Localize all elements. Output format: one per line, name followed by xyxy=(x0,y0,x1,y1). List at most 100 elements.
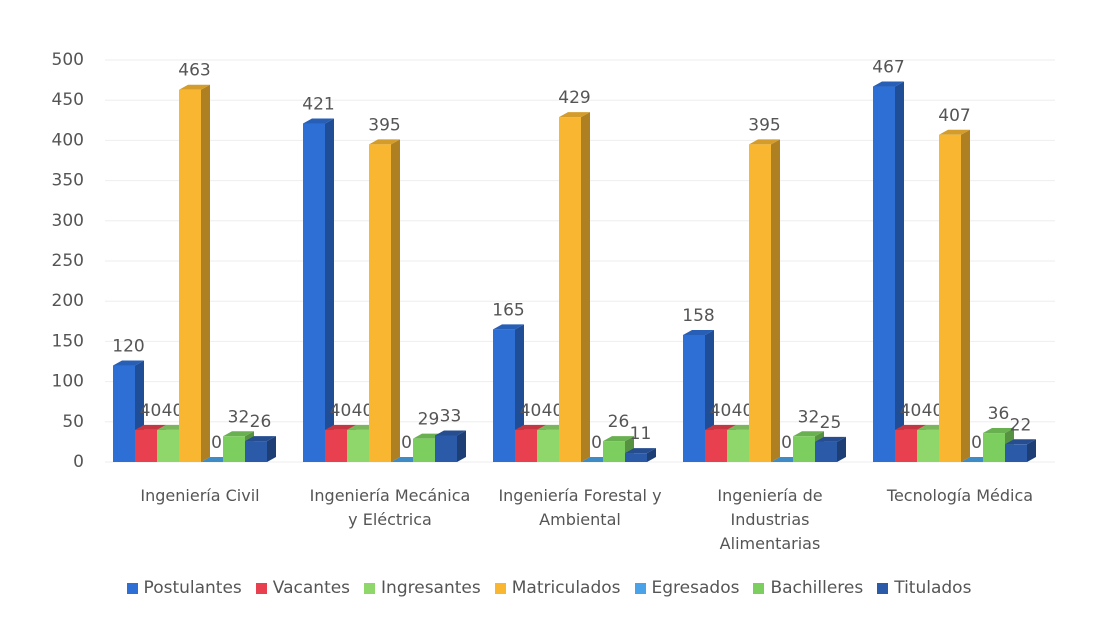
bar xyxy=(603,441,625,462)
bar xyxy=(815,441,837,462)
bar xyxy=(369,144,391,463)
bar-top xyxy=(895,424,926,430)
bar xyxy=(157,429,179,462)
data-label: 11 xyxy=(630,424,652,444)
legend-item: Matriculados xyxy=(494,578,621,598)
data-label: 463 xyxy=(178,61,210,81)
legend-swatch xyxy=(634,582,646,594)
x-tick-label: Ingeniería de Industrias Alimentarias xyxy=(717,486,823,553)
data-label: 33 xyxy=(440,406,462,426)
y-tick-label: 450 xyxy=(52,90,84,110)
data-label: 40 xyxy=(542,401,564,421)
data-label: 120 xyxy=(112,337,144,357)
data-label: 0 xyxy=(591,433,602,453)
bar-top xyxy=(493,324,524,330)
bar xyxy=(223,436,245,462)
bar xyxy=(493,329,515,462)
data-label: 36 xyxy=(988,404,1010,424)
bar-side xyxy=(895,81,904,463)
bar-top xyxy=(135,424,166,430)
data-label: 32 xyxy=(798,407,820,427)
bar-side xyxy=(391,139,400,463)
x-tick-label: Ingeniería Forestal y Ambiental xyxy=(498,486,662,529)
legend-label: Postulantes xyxy=(143,578,242,598)
data-label: 158 xyxy=(682,306,714,326)
bar-top xyxy=(749,139,780,145)
legend-item: Postulantes xyxy=(126,578,242,598)
bar-top xyxy=(815,436,846,442)
bar xyxy=(983,433,1005,462)
data-label: 26 xyxy=(250,412,272,432)
bar xyxy=(705,429,727,462)
bar xyxy=(113,365,135,462)
bar xyxy=(939,134,961,462)
data-label: 395 xyxy=(368,115,400,135)
bar-side xyxy=(1027,439,1036,462)
bar-side xyxy=(771,139,780,463)
data-label: 421 xyxy=(302,95,334,115)
bar xyxy=(917,429,939,462)
legend-item: Titulados xyxy=(877,578,971,598)
bar-top xyxy=(223,431,254,437)
data-label: 0 xyxy=(781,433,792,453)
legend-item: Egresados xyxy=(634,578,740,598)
data-label: 165 xyxy=(492,300,524,320)
bar xyxy=(793,436,815,462)
bar-top xyxy=(325,424,356,430)
bar xyxy=(135,429,157,462)
bar-top xyxy=(983,428,1014,434)
data-label: 40 xyxy=(732,401,754,421)
y-tick-label: 200 xyxy=(52,291,84,311)
legend-swatch xyxy=(255,582,267,594)
data-label: 40 xyxy=(900,401,922,421)
bar-top xyxy=(705,424,736,430)
bar-top xyxy=(179,84,210,90)
y-tick-label: 0 xyxy=(73,452,84,472)
data-label: 0 xyxy=(211,433,222,453)
bar-side xyxy=(581,112,590,463)
data-label: 40 xyxy=(330,401,352,421)
y-tick-label: 500 xyxy=(52,50,84,70)
legend-label: Ingresantes xyxy=(381,578,481,598)
bar-top xyxy=(515,424,546,430)
data-label: 40 xyxy=(162,401,184,421)
legend: Postulantes Vacantes Ingresantes Matriculad… xyxy=(0,578,1098,598)
bar xyxy=(873,86,895,463)
bar xyxy=(749,144,771,463)
bar-side xyxy=(647,448,656,462)
y-tick-label: 400 xyxy=(52,130,84,150)
y-tick-label: 150 xyxy=(52,331,84,351)
bar-top xyxy=(603,436,634,442)
bar-side xyxy=(837,436,846,462)
bar xyxy=(347,429,369,462)
data-label: 429 xyxy=(558,88,590,108)
legend-item: Bachilleres xyxy=(753,578,863,598)
x-tick-label: Ingeniería Civil xyxy=(140,486,260,505)
bar-side xyxy=(325,118,334,463)
bar-top xyxy=(559,112,590,118)
bar xyxy=(303,123,325,463)
legend-label: Bachilleres xyxy=(770,578,864,598)
legend-label: Egresados xyxy=(651,578,740,598)
legend-item: Ingresantes xyxy=(364,578,481,598)
bar-top xyxy=(1005,439,1036,445)
data-label: 22 xyxy=(1010,415,1032,435)
data-label: 40 xyxy=(710,401,732,421)
bar-top xyxy=(303,118,334,124)
data-label: 40 xyxy=(520,401,542,421)
data-label: 0 xyxy=(401,433,412,453)
bar xyxy=(895,429,917,462)
data-label: 40 xyxy=(140,401,162,421)
data-label: 26 xyxy=(608,412,630,432)
bar xyxy=(325,429,347,462)
x-tick-label: Ingeniería Mecánica y Eléctrica xyxy=(309,486,471,529)
y-tick-label: 300 xyxy=(52,211,84,231)
bar xyxy=(179,89,201,463)
y-tick-label: 250 xyxy=(52,251,84,271)
data-label: 32 xyxy=(228,407,250,427)
data-label: 467 xyxy=(872,58,904,78)
bar-top xyxy=(245,436,276,442)
bar xyxy=(1005,444,1027,462)
